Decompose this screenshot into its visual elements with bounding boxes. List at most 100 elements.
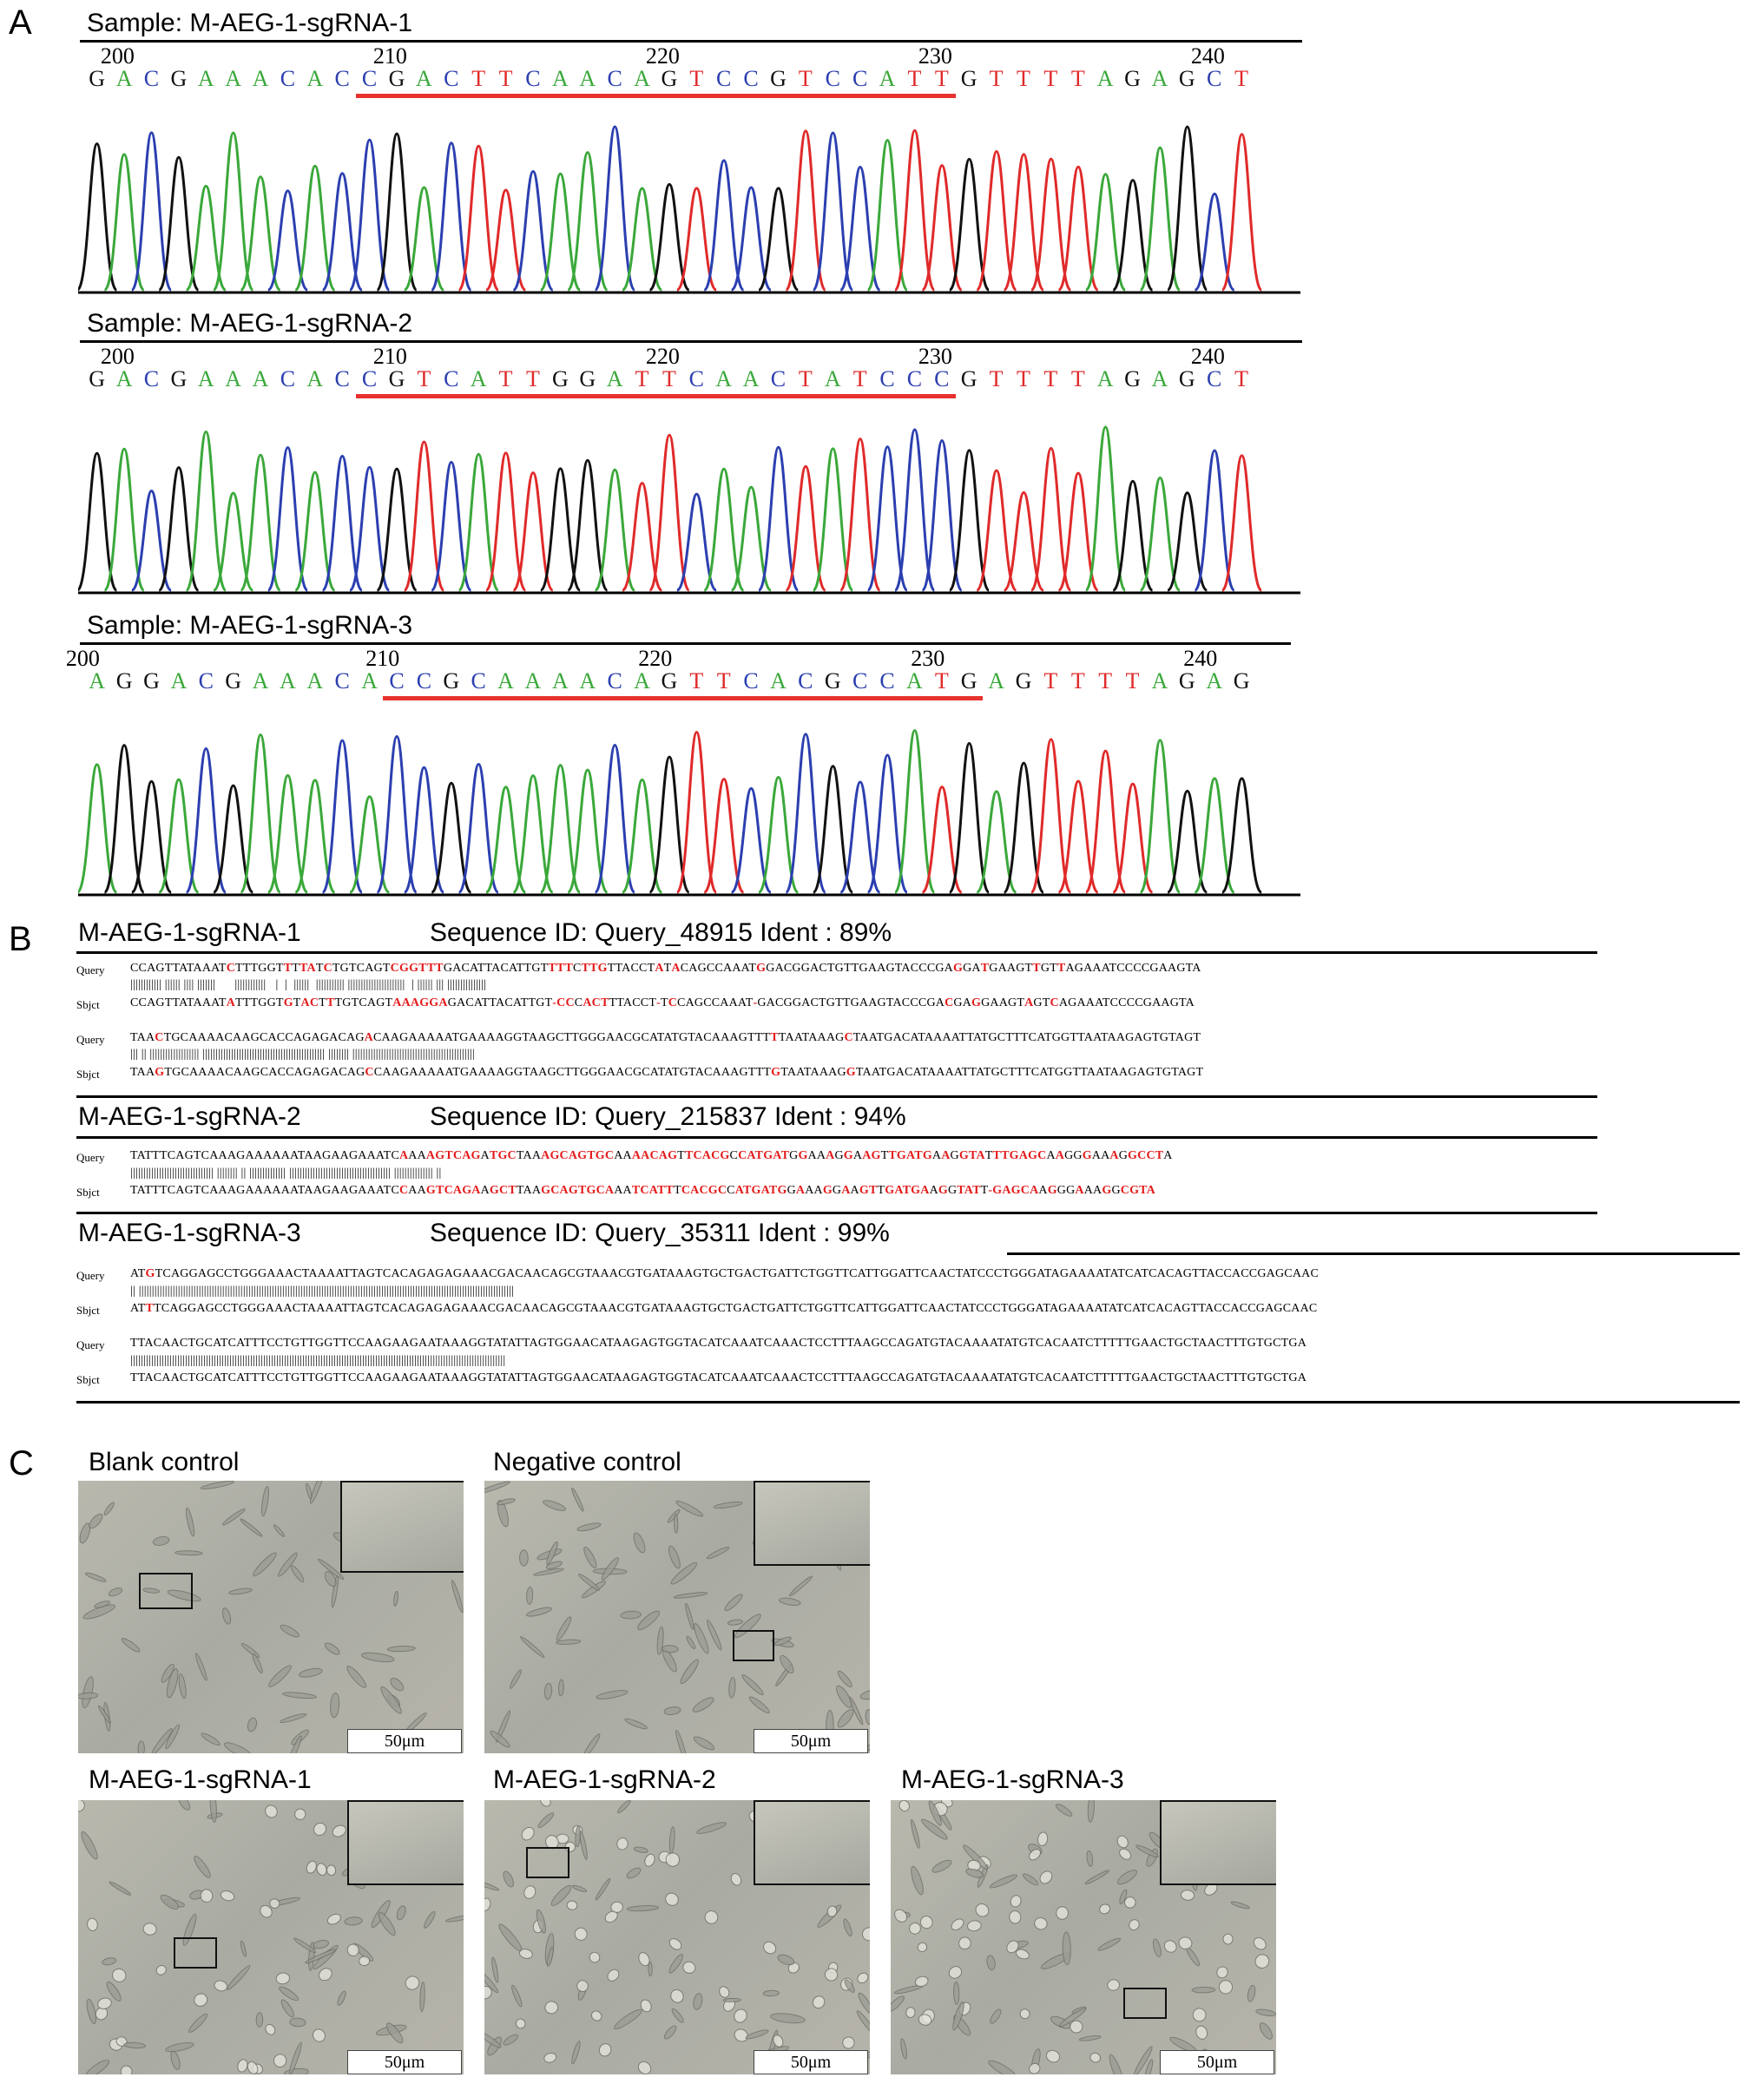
base-letter: A	[859, 1031, 869, 1044]
base-letter: C	[1183, 1337, 1192, 1350]
cell-shape	[309, 1481, 325, 1504]
cell-shape	[583, 1733, 601, 1753]
base-letter: T	[904, 1302, 912, 1315]
base-letter: A	[1206, 1267, 1215, 1280]
base-letter: T	[631, 1184, 641, 1197]
base-letter: A	[795, 1184, 806, 1197]
base-letter: C	[799, 1302, 807, 1315]
base-letter: A	[813, 1184, 823, 1197]
base-call: T	[852, 366, 867, 391]
base-letter: C	[738, 1149, 747, 1162]
base-letter: G	[1274, 1302, 1283, 1315]
base-letter: G	[550, 1149, 560, 1162]
base-letter: C	[348, 1371, 357, 1384]
base-letter: T	[522, 1337, 530, 1350]
query-label: Query	[76, 1033, 105, 1046]
chromatogram-peak	[594, 744, 636, 894]
base-letter: T	[243, 1337, 252, 1350]
base-letter: C	[1221, 1302, 1231, 1315]
base-letter: T	[877, 1184, 885, 1197]
base-letter: C	[844, 1031, 853, 1044]
cell-shape	[1086, 1850, 1094, 1867]
base-letter: A	[852, 1371, 863, 1384]
base-letter: T	[1232, 1371, 1240, 1384]
sample-divider	[80, 340, 1302, 343]
base-letter: T	[1155, 1066, 1162, 1079]
base-letter: A	[1297, 1371, 1307, 1384]
cell-shape	[424, 1910, 436, 1929]
base-letter: C	[398, 1302, 407, 1315]
base-letter: A	[179, 962, 187, 975]
base-letter: G	[1274, 1267, 1285, 1280]
base-call: G	[661, 668, 678, 694]
ruler-tick-label: 240	[1190, 43, 1225, 69]
base-letter: T	[486, 1337, 493, 1350]
base-letter: A	[871, 1066, 879, 1079]
base-letter: A	[1116, 1031, 1126, 1044]
chromatogram-peak	[78, 451, 118, 592]
base-letter: T	[243, 1371, 252, 1384]
base-letter: A	[1118, 1066, 1129, 1079]
base-letter: C	[373, 1066, 383, 1079]
base-call: C	[906, 366, 923, 391]
base-letter: A	[382, 1066, 392, 1079]
base-letter: A	[787, 1066, 797, 1079]
base-letter: T	[872, 1267, 880, 1280]
base-letter: A	[901, 962, 911, 975]
cell-shape	[98, 1705, 111, 1724]
base-letter: G	[563, 1337, 573, 1350]
cell-shape	[346, 1943, 359, 1957]
base-call: C	[444, 366, 459, 391]
base-letter: T	[326, 996, 335, 1009]
chromatogram-peak	[1111, 179, 1154, 292]
base-letter: G	[365, 1302, 374, 1315]
base-letter: T	[852, 1031, 860, 1044]
base-letter: T	[1032, 962, 1041, 975]
base-letter: C	[541, 1267, 550, 1280]
base-letter: G	[632, 1066, 642, 1079]
sbjct-sequence: TAAGTGCAAAACAAGCACCAGAGACAGCCAAGAAAAATGA…	[130, 1066, 1203, 1080]
base-letter: T	[383, 1149, 392, 1162]
chromatogram-peak	[566, 458, 609, 592]
base-letter: G	[356, 1066, 365, 1079]
cell-shape	[166, 1667, 179, 1699]
base-letter: C	[1125, 1267, 1134, 1280]
cell-shape	[663, 1706, 681, 1716]
base-letter: A	[427, 1337, 436, 1350]
base-letter: A	[1292, 1267, 1302, 1280]
base-letter: G	[887, 1302, 898, 1315]
base-letter: C	[1215, 1371, 1225, 1384]
ruler-tick-label: 240	[1190, 344, 1225, 369]
base-letter: C	[513, 1302, 523, 1315]
base-letter: T	[299, 962, 307, 975]
base-letter: A	[730, 1337, 740, 1350]
cell-shape	[82, 1676, 94, 1709]
base-letter: A	[188, 1031, 198, 1044]
cell-shape	[511, 1984, 523, 2008]
base-letter: G	[537, 1371, 548, 1384]
base-letter: A	[942, 1031, 951, 1044]
base-call: T	[907, 66, 922, 91]
cell-shape	[94, 1601, 110, 1608]
base-letter: A	[1109, 1267, 1118, 1280]
chromatogram-peak	[566, 768, 609, 894]
cell-shape	[748, 1696, 770, 1714]
base-letter: G	[1009, 1149, 1019, 1162]
base-letter: A	[306, 962, 316, 975]
base-letter: T	[516, 1149, 523, 1162]
cell-shape	[220, 1890, 235, 1902]
base-letter: T	[1195, 1066, 1204, 1079]
chromatogram-peak	[212, 131, 254, 292]
cell-shape	[503, 1870, 514, 1888]
base-letter: T	[564, 1066, 573, 1079]
base-letter: A	[723, 962, 733, 975]
cell-shape	[574, 1927, 588, 1941]
base-letter: C	[879, 1337, 889, 1350]
base-letter: C	[372, 1031, 382, 1044]
base-letter: A	[931, 1149, 942, 1162]
base-call: A	[252, 668, 269, 694]
cell-shape	[668, 1954, 683, 1974]
base-letter: C	[1282, 1302, 1292, 1315]
base-letter: T	[1024, 962, 1033, 975]
base-call: C	[607, 668, 622, 694]
